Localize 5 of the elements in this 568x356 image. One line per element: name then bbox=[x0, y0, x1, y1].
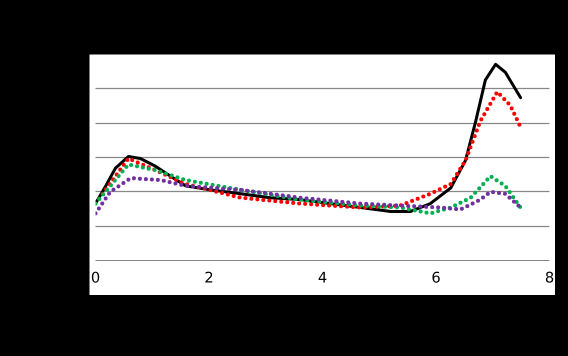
x-tick-label: 6 bbox=[431, 270, 441, 286]
x-tick-label: 0 bbox=[90, 270, 100, 286]
x-tick-label: 4 bbox=[318, 270, 328, 286]
x-tick-label: 8 bbox=[544, 270, 554, 286]
x-tick-label: 2 bbox=[204, 270, 214, 286]
